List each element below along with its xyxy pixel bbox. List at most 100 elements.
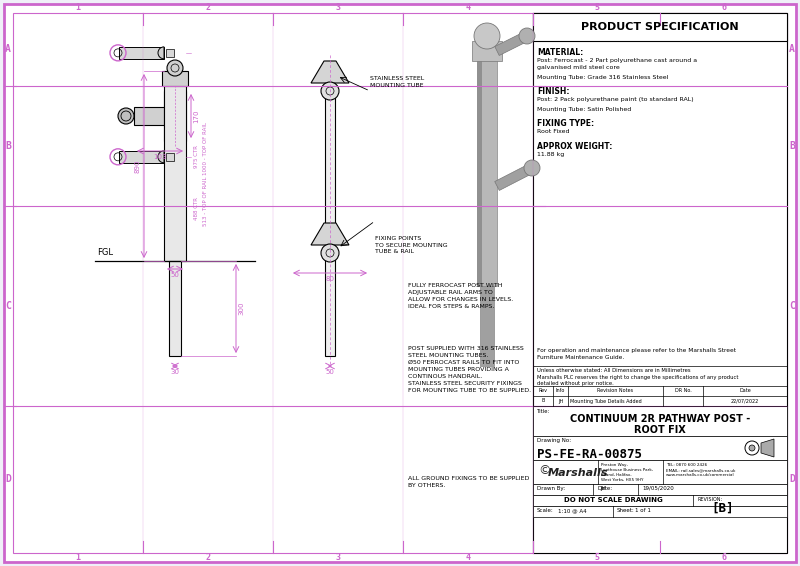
Text: Marshalls PLC reserves the right to change the specifications of any product
det: Marshalls PLC reserves the right to chan… [537,375,738,386]
Text: Info: Info [556,388,565,392]
Text: 300: 300 [238,302,244,315]
Circle shape [749,445,755,451]
Circle shape [519,28,535,44]
Text: 6: 6 [721,554,726,563]
Text: Mounting Tube: Satin Polished: Mounting Tube: Satin Polished [537,107,631,112]
Text: C: C [789,301,795,311]
Text: 50: 50 [326,369,334,375]
Bar [533,436,787,460]
Bar [533,460,787,484]
Polygon shape [494,32,530,55]
Circle shape [167,60,183,76]
Text: REVISION:: REVISION: [697,497,722,502]
Text: PS-FE-RA-00875: PS-FE-RA-00875 [537,448,642,461]
Text: B: B [542,398,545,404]
Text: Drawn By:: Drawn By: [537,486,565,491]
Text: Scale:: Scale: [537,508,554,513]
Bar [164,71,186,261]
Text: 5: 5 [594,3,599,12]
Text: FGL: FGL [97,248,113,257]
Text: DR No.: DR No. [674,388,691,392]
Bar [119,47,164,59]
Text: A: A [789,45,795,54]
Text: A: A [5,45,11,54]
Bar [533,406,787,436]
Polygon shape [311,61,349,83]
Text: JH: JH [600,486,606,491]
Ellipse shape [118,108,134,124]
Text: 22/07/2022: 22/07/2022 [731,398,759,404]
Circle shape [321,82,339,100]
Text: 103: 103 [154,154,166,160]
Text: FULLY FERROCAST POST WITH
ADJUSTABLE RAIL ARMS TO
ALLOW FOR CHANGES IN LEVELS.
I: FULLY FERROCAST POST WITH ADJUSTABLE RAI… [408,283,514,309]
Text: ©: © [538,464,550,477]
Text: FINISH:: FINISH: [537,87,570,96]
Text: PRODUCT SPECIFICATION: PRODUCT SPECIFICATION [581,22,739,32]
Text: CONTINUUM 2R PATHWAY POST -: CONTINUUM 2R PATHWAY POST - [570,414,750,424]
Text: D: D [789,474,795,484]
Bar [162,71,188,86]
Text: 1: 1 [75,554,81,563]
Text: APPROX WEIGHT:: APPROX WEIGHT: [537,142,612,151]
Text: 11.88 kg: 11.88 kg [537,152,564,157]
Text: 4: 4 [466,554,470,563]
Text: TEL: 0870 600 2426
EMAIL: rail.sales@marshalls.co.uk
www.marshalls.co.uk/commerc: TEL: 0870 600 2426 EMAIL: rail.sales@mar… [666,463,735,477]
Text: Drawing No:: Drawing No: [537,438,571,443]
Text: 488 CTR: 488 CTR [194,198,199,220]
Text: Post: Ferrocast - 2 Part polyurethane cast around a
galvanised mild steel core: Post: Ferrocast - 2 Part polyurethane ca… [537,58,697,70]
Text: [B]: [B] [711,502,734,515]
Text: Date: Date [739,388,751,392]
Bar [477,51,497,286]
Text: Marshalls: Marshalls [548,468,609,478]
Text: 513 - TOP OF RAIL: 513 - TOP OF RAIL [203,176,208,226]
Text: 19/05/2020: 19/05/2020 [642,486,674,491]
Text: Mounting Tube Details Added: Mounting Tube Details Added [570,398,642,404]
Text: 5: 5 [594,554,599,563]
Text: C: C [5,301,11,311]
Text: Rev: Rev [538,388,547,392]
Bar [166,49,174,57]
Bar [166,153,174,161]
Polygon shape [311,223,349,245]
Bar [533,13,787,41]
Bar [533,495,787,506]
Polygon shape [761,439,774,457]
Text: D: D [5,474,11,484]
Bar [533,506,787,517]
Text: Title:: Title: [537,409,550,414]
Bar [472,41,502,61]
Circle shape [321,244,339,262]
Text: 2: 2 [206,554,210,563]
Text: 3: 3 [335,3,341,12]
Text: Root Fixed: Root Fixed [537,129,570,134]
Text: 1000 - TOP OF RAIL: 1000 - TOP OF RAIL [203,122,208,175]
Text: Preston Way,
Loothouse Business Park,
Elland, Halifax,
West Yorks, HX5 9HY: Preston Way, Loothouse Business Park, El… [601,463,653,482]
Bar [477,51,482,286]
Text: 2: 2 [206,3,210,12]
Text: 1 of 1: 1 of 1 [635,508,651,513]
Text: 975 CTR: 975 CTR [194,145,199,169]
Bar [533,13,787,553]
Text: Date:: Date: [597,486,612,491]
Polygon shape [494,164,534,190]
Text: FIXING POINTS
TO SECURE MOUNTING
TUBE & RAIL: FIXING POINTS TO SECURE MOUNTING TUBE & … [375,236,448,254]
Text: Unless otherwise stated: All Dimensions are in Millimetres: Unless otherwise stated: All Dimensions … [537,368,690,373]
Text: STAINLESS STEEL
MOUNTING TUBE: STAINLESS STEEL MOUNTING TUBE [370,76,424,88]
Circle shape [474,23,500,49]
Text: 1: 1 [75,3,81,12]
Bar [119,151,164,163]
Bar [325,61,335,356]
Text: 890: 890 [135,159,141,173]
Wedge shape [158,151,164,163]
Text: 3: 3 [335,554,341,563]
Text: DO NOT SCALE DRAWING: DO NOT SCALE DRAWING [564,497,662,503]
Text: 1:10 @ A4: 1:10 @ A4 [558,508,586,513]
Text: Mounting Tube: Grade 316 Stainless Steel: Mounting Tube: Grade 316 Stainless Steel [537,75,668,80]
Text: JH: JH [558,398,563,404]
Text: 4: 4 [466,3,470,12]
Wedge shape [158,47,164,59]
Text: Post: 2 Pack polyurethane paint (to standard RAL): Post: 2 Pack polyurethane paint (to stan… [537,97,694,102]
Text: Sheet:: Sheet: [617,508,634,513]
Text: ALL GROUND FIXINGS TO BE SUPPLIED
BY OTHERS.: ALL GROUND FIXINGS TO BE SUPPLIED BY OTH… [408,476,530,488]
Bar [533,484,787,495]
